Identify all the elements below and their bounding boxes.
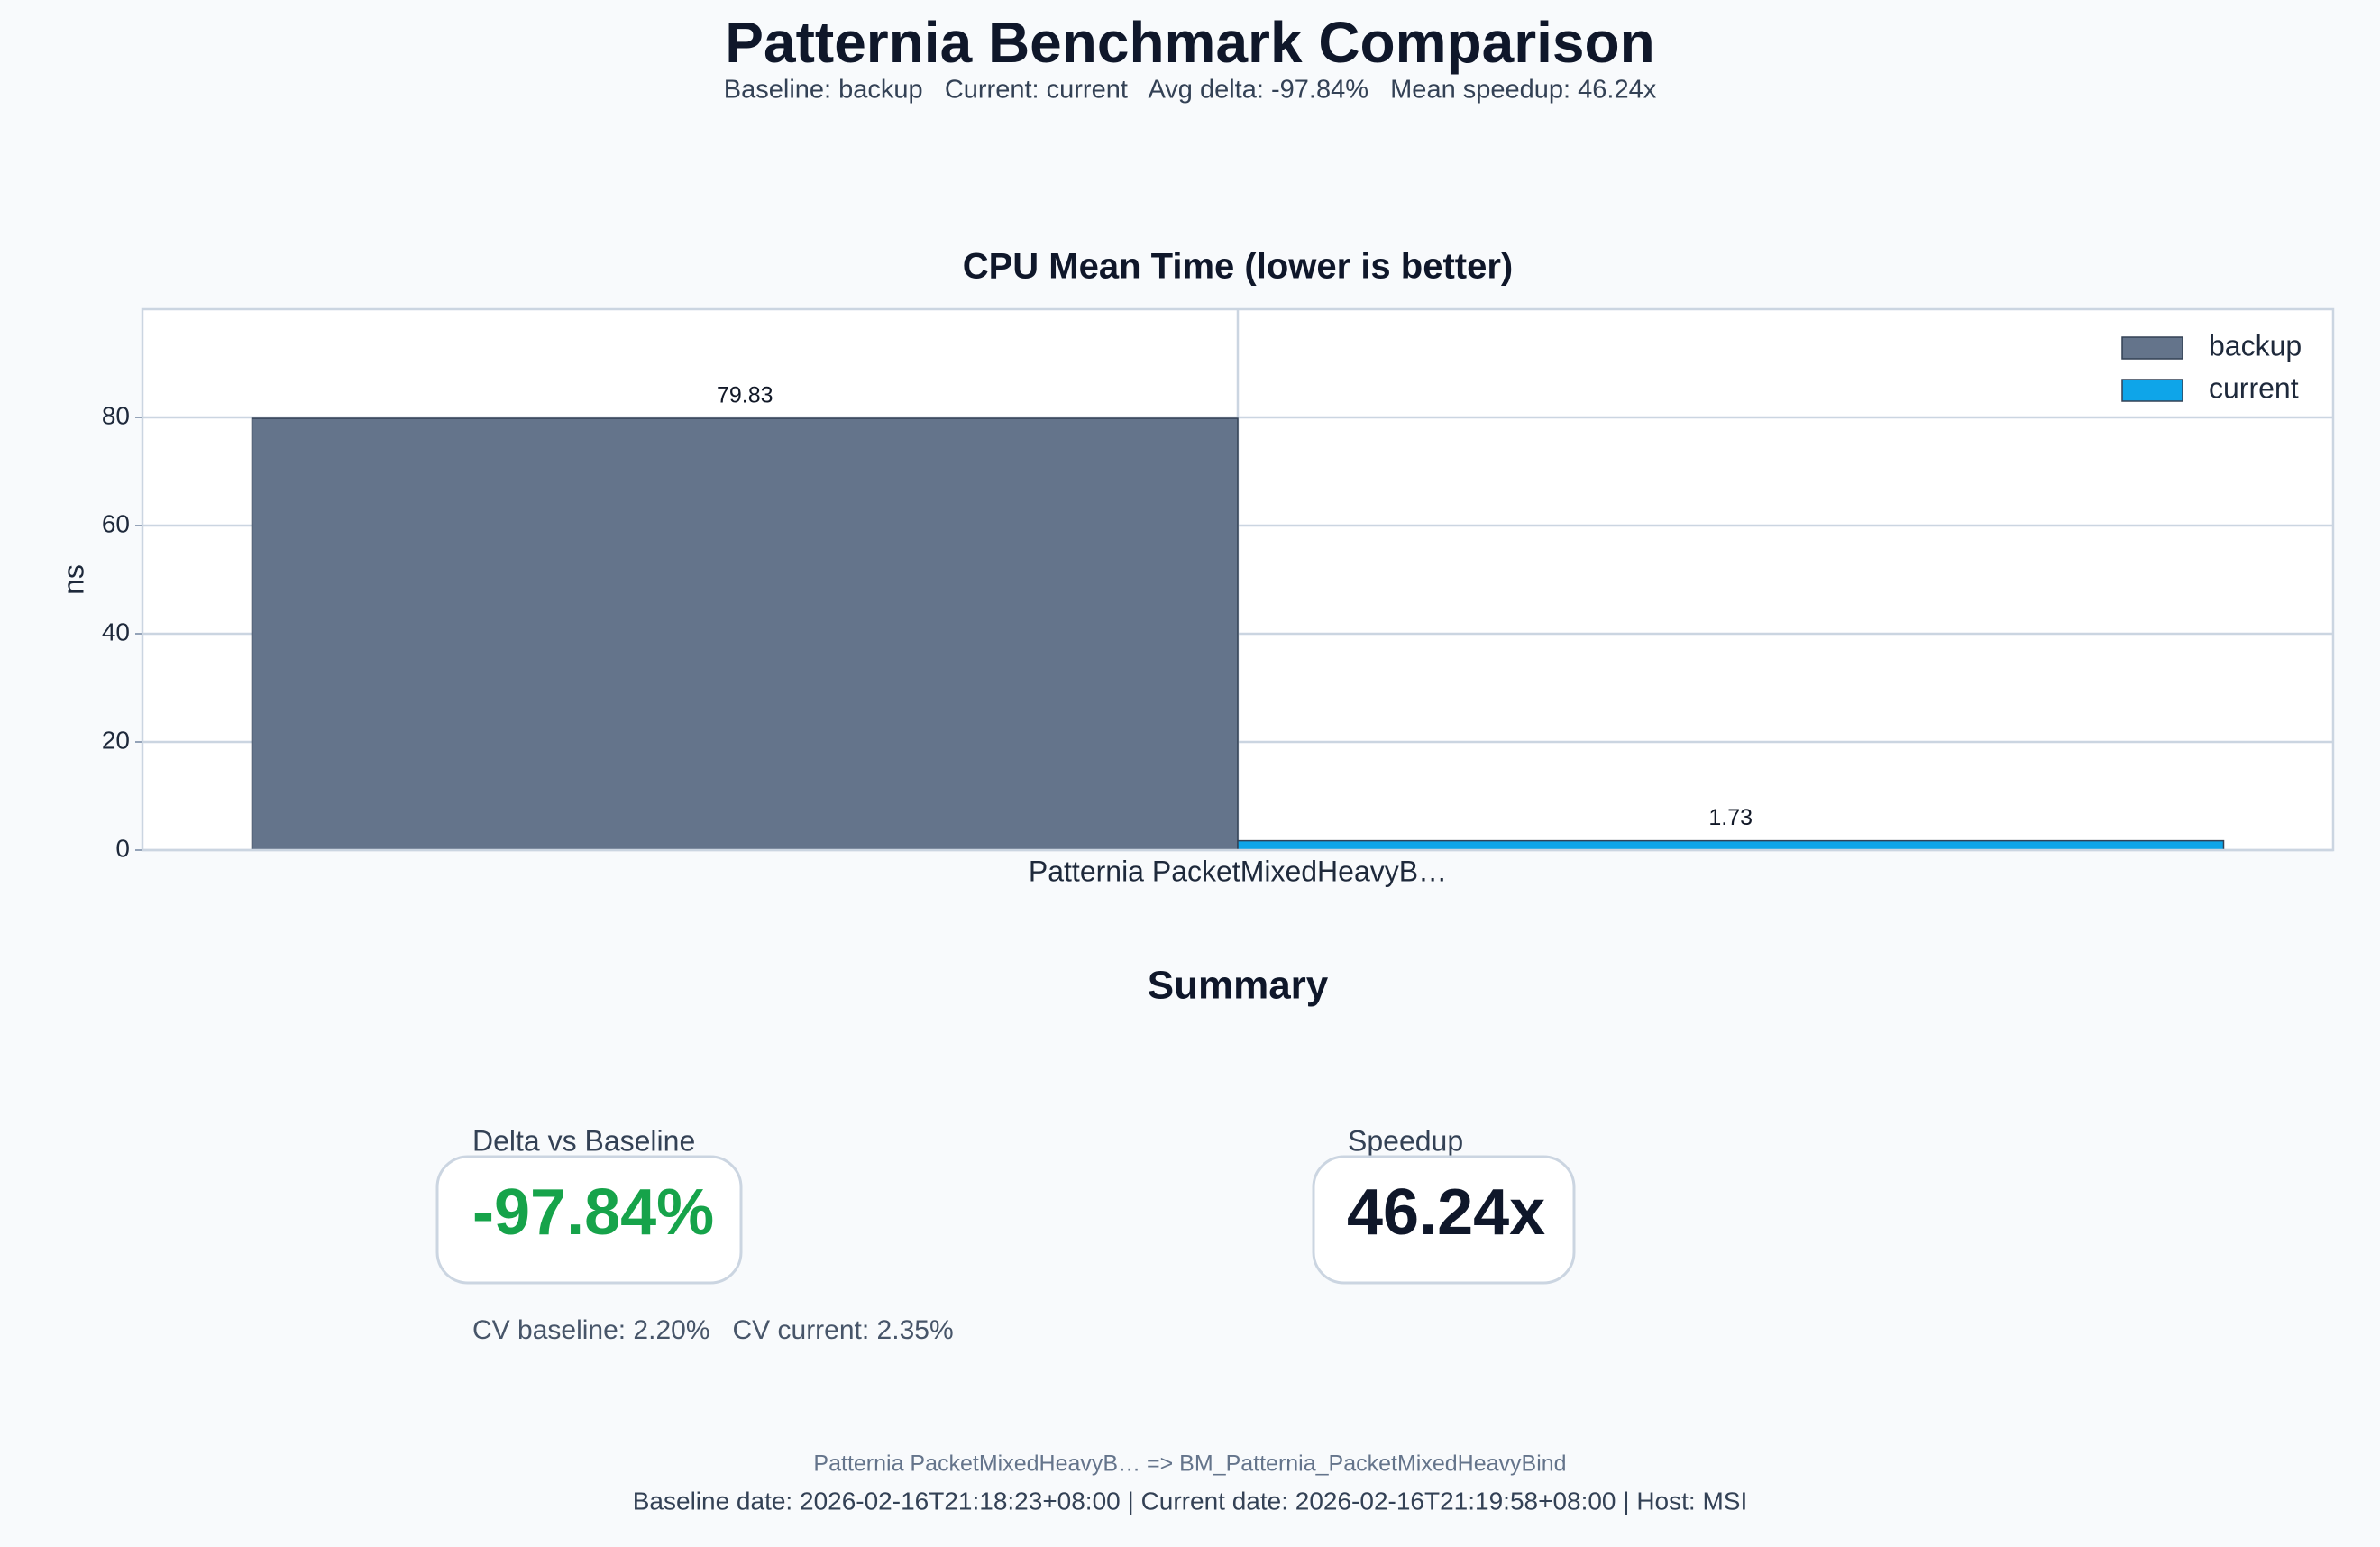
legend-label: backup	[2209, 329, 2302, 362]
bar	[251, 417, 1239, 851]
summary-title: Summary	[1148, 964, 1329, 1008]
plot: 79.83 1.73	[142, 309, 2333, 852]
plot-frame	[141, 307, 2335, 852]
chart-title: CPU Mean Time (lower is better)	[963, 247, 1514, 287]
y-tick-label: 40	[102, 618, 130, 645]
card-box	[1312, 1155, 1576, 1285]
y-tick-label: 60	[102, 509, 130, 537]
card-note: CV baseline: 2.20% CV current: 2.35%	[472, 1315, 954, 1345]
footer-dates: Baseline date: 2026-02-16T21:18:23+08:00…	[633, 1487, 1748, 1515]
page-title: Patternia Benchmark Comparison	[725, 10, 1654, 75]
card-value: 46.24x	[1347, 1176, 1545, 1249]
x-tick-label: Patternia PacketMixedHeavyB…	[1029, 855, 1447, 887]
bar	[1237, 839, 2225, 851]
y-tick-label: 20	[102, 726, 130, 754]
legend-swatch	[2121, 336, 2183, 360]
card-label: Speedup	[1348, 1124, 1463, 1157]
y-tick-label: 80	[102, 401, 130, 429]
page-subtitle: Baseline: backup Current: current Avg de…	[724, 76, 1657, 105]
value-label: 79.83	[717, 383, 774, 408]
card-value: -97.84%	[472, 1176, 714, 1249]
value-label: 1.73	[1708, 805, 1753, 830]
card-box	[435, 1155, 743, 1285]
footer-mapping: Patternia PacketMixedHeavyB… => BM_Patte…	[813, 1451, 1566, 1477]
legend-swatch	[2121, 379, 2183, 402]
y-tick-label: 0	[115, 834, 130, 862]
card-label: Delta vs Baseline	[472, 1124, 695, 1157]
legend-label: current	[2209, 371, 2299, 404]
y-axis-label: ns	[57, 564, 89, 595]
